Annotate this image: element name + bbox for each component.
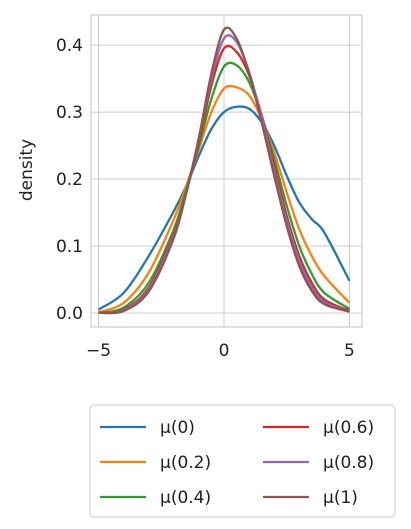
x-tick-label: 0 bbox=[219, 341, 230, 361]
plot-frame bbox=[90, 14, 363, 328]
legend-label-3: μ(0.6) bbox=[323, 418, 374, 438]
series-lines bbox=[97, 26, 351, 315]
legend-label-4: μ(0.8) bbox=[323, 453, 374, 473]
legend-box bbox=[89, 404, 396, 518]
legend-label-2: μ(0.4) bbox=[160, 488, 211, 508]
y-tick-label: 0.1 bbox=[56, 237, 83, 257]
series-line-0 bbox=[97, 105, 351, 311]
y-tick-label: 0.2 bbox=[56, 170, 83, 190]
legend-label-5: μ(1) bbox=[323, 488, 358, 508]
legend-label-1: μ(0.2) bbox=[160, 453, 211, 473]
y-tick-label: 0.3 bbox=[56, 103, 83, 123]
axes bbox=[90, 14, 363, 328]
grid-lines bbox=[91, 15, 362, 327]
y-axis-label: density bbox=[17, 139, 37, 201]
series-line-2 bbox=[98, 61, 351, 315]
tick-labels: −5 0 5 0.0 0.1 0.2 0.3 0.4 bbox=[56, 36, 355, 361]
x-tick-label: 5 bbox=[344, 341, 355, 361]
legend: μ(0) μ(0.2) μ(0.4) μ(0.6) μ(0.8) μ(1) bbox=[89, 404, 396, 518]
x-tick-label: −5 bbox=[86, 341, 111, 361]
series-line-1 bbox=[98, 84, 351, 314]
y-tick-label: 0.0 bbox=[56, 304, 83, 324]
y-tick-label: 0.4 bbox=[56, 36, 83, 56]
series-line-5 bbox=[98, 26, 350, 315]
legend-label-0: μ(0) bbox=[160, 418, 195, 438]
